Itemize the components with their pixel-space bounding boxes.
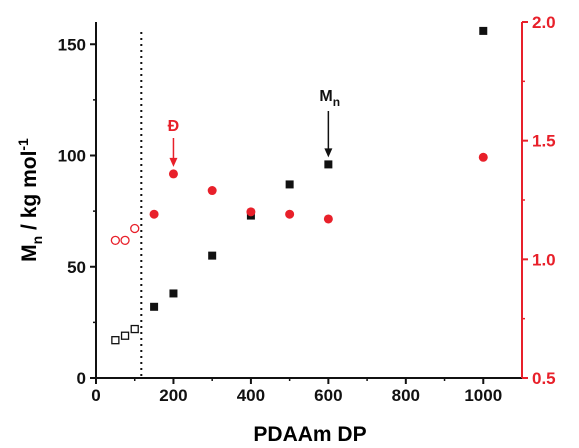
y2-tick-label: 1.0 [532, 250, 556, 269]
x-tick-label: 0 [91, 386, 100, 405]
data-point-dispersity-low-dp [120, 235, 130, 245]
data-point-dispersity [207, 186, 217, 196]
y2-tick-label: 0.5 [532, 369, 556, 388]
data-point-mn [479, 26, 488, 35]
dispersity-annotation-label: Đ [168, 118, 180, 135]
data-point-mn [208, 251, 217, 260]
data-point-mn [150, 302, 159, 311]
x-tick-label: 1000 [464, 386, 502, 405]
data-point-dispersity [478, 152, 488, 162]
mn-annotation-arrow-head [324, 148, 333, 158]
mn-annotation-label: Mn [319, 88, 340, 109]
dispersity-annotation-arrow-head [169, 157, 178, 167]
y-axis-title-main: M [18, 244, 41, 262]
y-tick-label: 0 [77, 369, 86, 388]
data-point-mn-low-dp [130, 324, 139, 334]
data-point-mn [324, 160, 333, 169]
data-point-dispersity-low-dp [130, 223, 140, 234]
y-axis-title: Mn / kg mol-1 [15, 138, 45, 262]
data-point-dispersity [246, 207, 256, 217]
x-tick-label: 600 [314, 386, 342, 405]
y-tick-label: 50 [67, 258, 86, 277]
x-axis-title: PDAAm DP [253, 423, 366, 446]
data-point-mn [285, 180, 294, 189]
y2-tick-label: 2.0 [532, 13, 556, 32]
data-point-dispersity [323, 214, 333, 224]
y-axis-title-sub: n [29, 236, 45, 245]
y-tick-label: 100 [58, 147, 86, 166]
data-point-dispersity [168, 169, 178, 179]
y-axis-title-unit: / kg mol [18, 151, 41, 236]
y-tick-label: 150 [58, 35, 86, 54]
data-point-dispersity [285, 209, 295, 219]
x-tick-label: 400 [237, 386, 265, 405]
data-point-dispersity [149, 209, 159, 219]
x-tick-label: 200 [159, 386, 187, 405]
data-point-mn-low-dp [111, 336, 120, 345]
data-point-dispersity-low-dp [110, 235, 121, 245]
data-point-mn [169, 289, 178, 298]
y-axis-title-sup: -1 [15, 138, 31, 151]
data-point-mn-low-dp [120, 331, 130, 340]
x-tick-label: 800 [392, 386, 420, 405]
plot-area: 0 200 400 600 800 1000 0 50 100 150 0.5 1.0 1.5 2.0 Mn… [58, 13, 556, 405]
y2-tick-label: 1.5 [532, 132, 556, 151]
